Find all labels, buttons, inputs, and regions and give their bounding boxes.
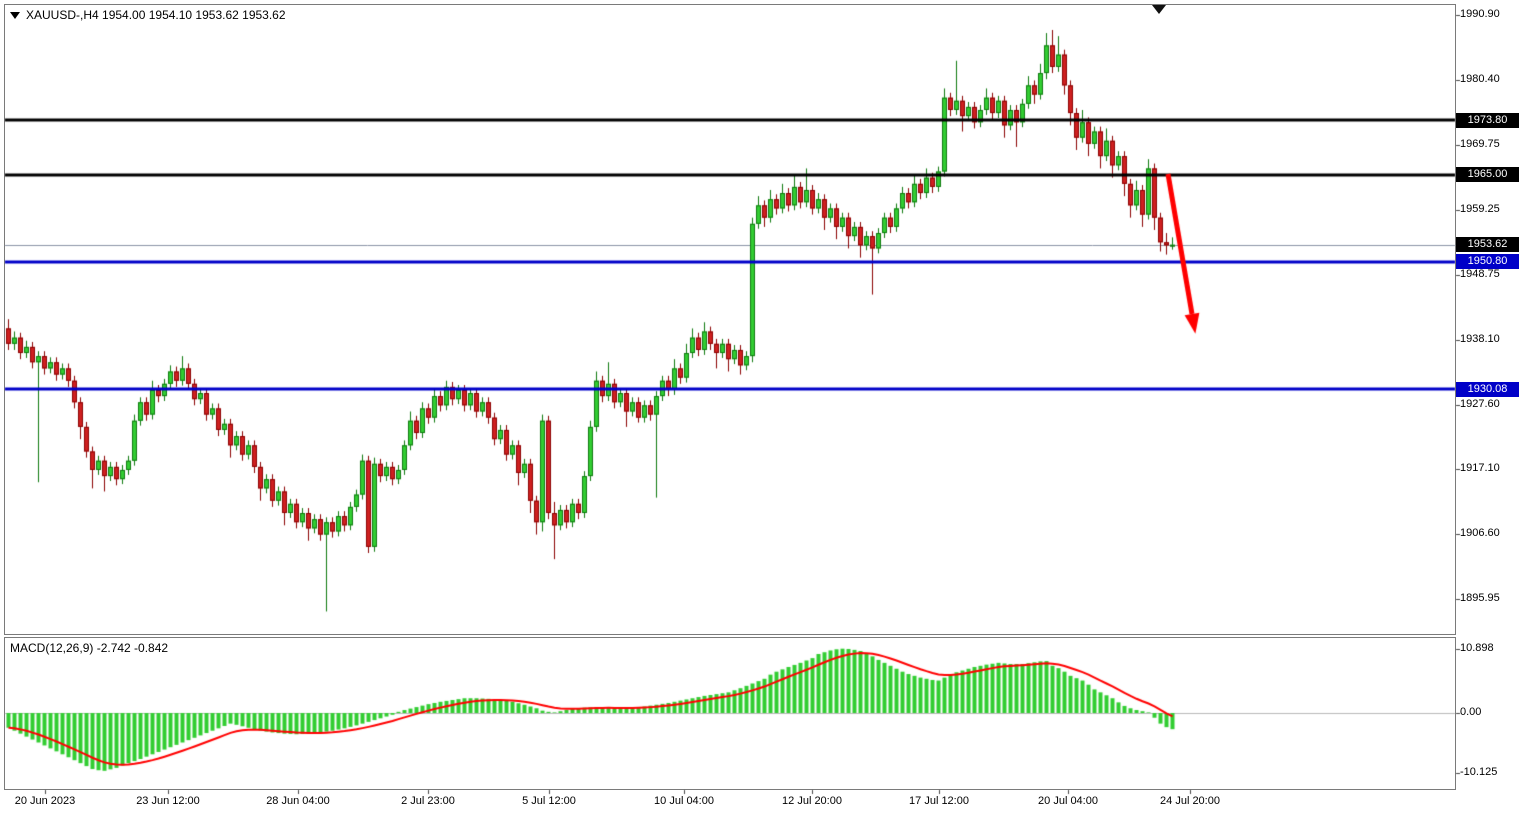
price-tag-1973.80: 1973.80 <box>1456 112 1519 128</box>
macd-axis-label: 10.898 <box>1460 641 1494 654</box>
price-axis-label: 1990.90 <box>1460 8 1500 21</box>
price-axis-label: 1980.40 <box>1460 72 1500 85</box>
price-axis-label: 1917.10 <box>1460 462 1500 475</box>
time-axis-label: 17 Jul 12:00 <box>909 795 969 807</box>
price-tag-1965.00: 1965.00 <box>1456 167 1519 183</box>
price-axis-label: 1969.75 <box>1460 138 1500 151</box>
price-axis-label: 1906.60 <box>1460 526 1500 539</box>
time-axis-label: 28 Jun 04:00 <box>266 795 330 807</box>
time-axis-label: 20 Jul 04:00 <box>1038 795 1098 807</box>
chart-header: XAUUSD-,H4 1954.00 1954.10 1953.62 1953.… <box>10 8 286 22</box>
macd-axis-label: -10.125 <box>1460 765 1498 778</box>
macd-axis-label: 0.00 <box>1460 706 1482 718</box>
time-axis-label: 12 Jul 20:00 <box>782 795 842 807</box>
price-axis-label: 1938.10 <box>1460 333 1500 346</box>
price-tag-1953.62: 1953.62 <box>1456 237 1519 253</box>
chart-ohlc-title: XAUUSD-,H4 1954.00 1954.10 1953.62 1953.… <box>26 8 286 22</box>
price-axis-label: 1927.60 <box>1460 397 1500 410</box>
macd-indicator-label: MACD(12,26,9) -2.742 -0.842 <box>10 641 169 655</box>
price-axis-label: 1959.25 <box>1460 202 1500 215</box>
time-axis-label: 10 Jul 04:00 <box>654 795 714 807</box>
time-axis-label: 24 Jul 20:00 <box>1160 795 1220 807</box>
collapse-triangle-icon[interactable] <box>10 11 20 19</box>
price-axis-label: 1895.95 <box>1460 592 1500 605</box>
time-axis-label: 2 Jul 23:00 <box>401 795 455 807</box>
price-axis-label: 1948.75 <box>1460 267 1500 280</box>
time-axis-label: 20 Jun 2023 <box>14 795 76 807</box>
price-tag-1930.08: 1930.08 <box>1456 381 1519 397</box>
price-tag-1950.80: 1950.80 <box>1456 254 1519 270</box>
chart-shift-marker-icon[interactable] <box>1152 5 1166 14</box>
time-axis-label: 23 Jun 12:00 <box>136 795 200 807</box>
time-axis-label: 5 Jul 12:00 <box>522 795 576 807</box>
